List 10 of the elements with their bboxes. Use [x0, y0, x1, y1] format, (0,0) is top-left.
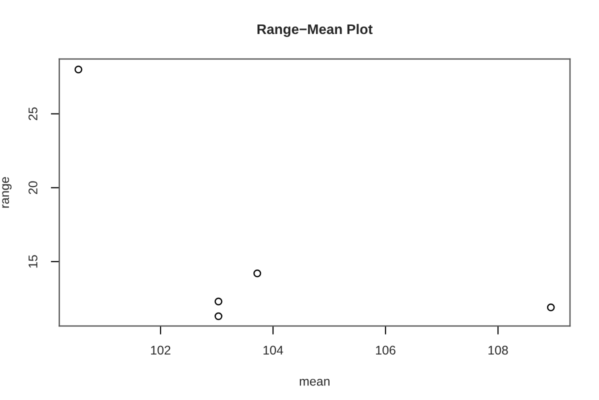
y-tick-label: 15: [28, 255, 38, 268]
y-axis-title: range: [2, 177, 12, 208]
y-tick-label: 20: [28, 181, 38, 194]
x-tick-label: 104: [264, 346, 284, 355]
y-tick-label: 25: [28, 107, 38, 120]
x-axis-title: mean: [300, 378, 330, 386]
x-tick-label: 102: [151, 346, 170, 355]
x-tick-label: 106: [376, 346, 396, 355]
x-tick-label: 108: [488, 346, 508, 355]
chart-title: Range−Mean Plot: [258, 24, 373, 37]
